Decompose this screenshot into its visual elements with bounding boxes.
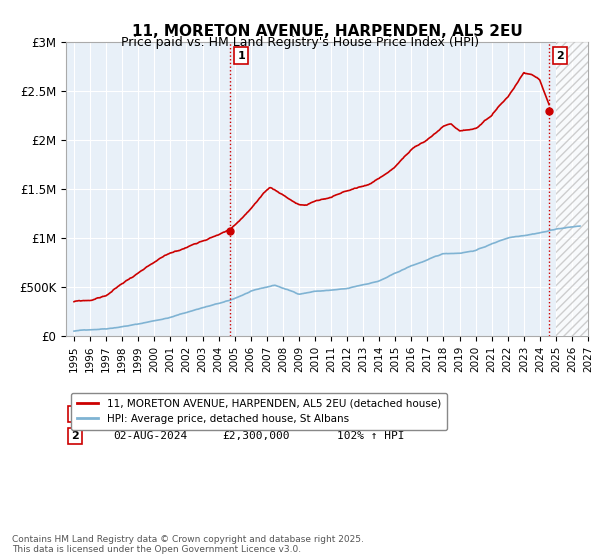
Text: 1: 1 xyxy=(237,51,245,61)
Text: 102% ↑ HPI: 102% ↑ HPI xyxy=(337,431,405,441)
Legend: 11, MORETON AVENUE, HARPENDEN, AL5 2EU (detached house), HPI: Average price, det: 11, MORETON AVENUE, HARPENDEN, AL5 2EU (… xyxy=(71,393,447,431)
Title: 11, MORETON AVENUE, HARPENDEN, AL5 2EU: 11, MORETON AVENUE, HARPENDEN, AL5 2EU xyxy=(131,25,523,39)
Text: 24-SEP-2004: 24-SEP-2004 xyxy=(113,409,187,419)
Text: £2,300,000: £2,300,000 xyxy=(223,431,290,441)
Text: 02-AUG-2024: 02-AUG-2024 xyxy=(113,431,187,441)
Text: 2: 2 xyxy=(556,51,564,61)
Text: 2: 2 xyxy=(71,431,79,441)
Text: £1,075,000: £1,075,000 xyxy=(223,409,290,419)
Text: 115% ↑ HPI: 115% ↑ HPI xyxy=(337,409,405,419)
Text: Contains HM Land Registry data © Crown copyright and database right 2025.
This d: Contains HM Land Registry data © Crown c… xyxy=(12,535,364,554)
Text: Price paid vs. HM Land Registry's House Price Index (HPI): Price paid vs. HM Land Registry's House … xyxy=(121,36,479,49)
Bar xyxy=(556,42,588,336)
Text: 1: 1 xyxy=(71,409,79,419)
